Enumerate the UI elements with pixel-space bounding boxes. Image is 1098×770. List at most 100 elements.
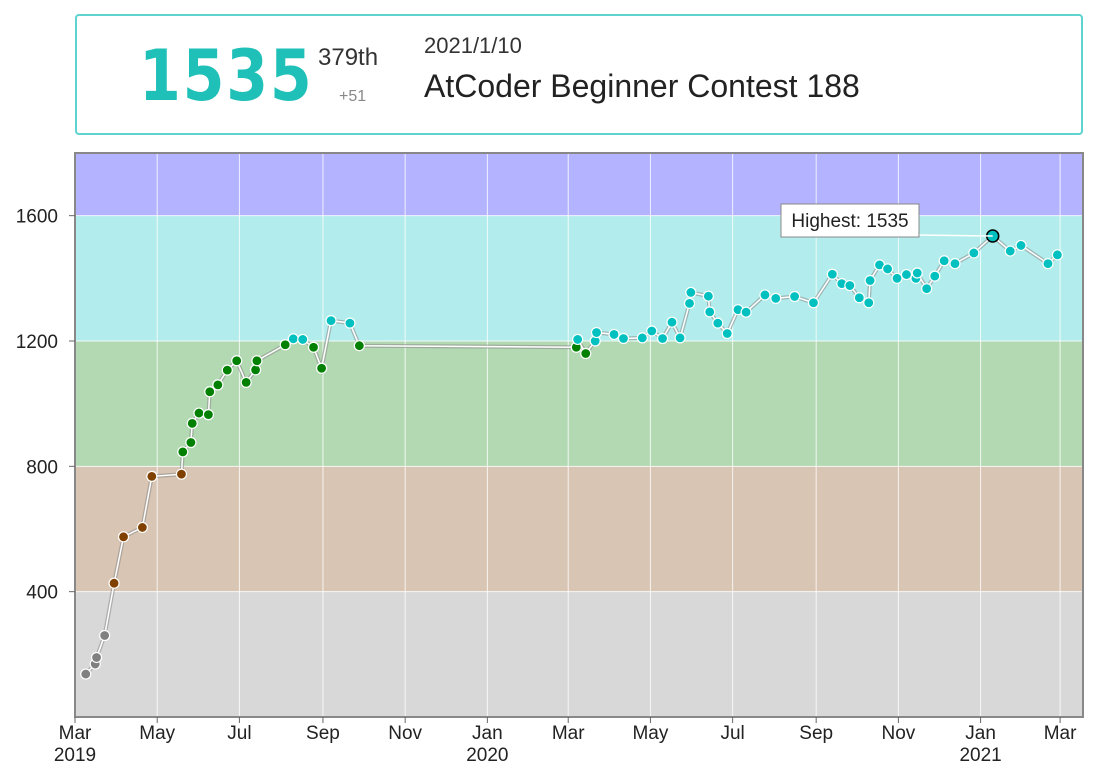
rating-point (108, 577, 120, 589)
rating-point (646, 325, 658, 337)
x-tick-label: Jan (472, 723, 503, 744)
x-tick-year: 2019 (54, 745, 96, 766)
rating-point (204, 386, 216, 398)
rating-diff: +51 (339, 88, 367, 105)
rating-point (117, 531, 130, 543)
y-tick-label: 400 (26, 583, 58, 604)
rating-point (704, 306, 716, 318)
x-tick-label: Mar (1044, 723, 1077, 744)
rating-point (759, 289, 771, 301)
rating-band-1600 (75, 153, 1083, 216)
rating-point (674, 332, 686, 344)
rating-point (307, 341, 320, 353)
rating-point (177, 446, 189, 458)
rating-point (864, 274, 876, 287)
rating-point (175, 468, 188, 480)
rating-point (212, 379, 224, 391)
rating-point (297, 333, 309, 346)
rating-point (826, 268, 838, 280)
rating-point (186, 417, 198, 430)
rating-point (683, 297, 696, 309)
rating-point (702, 290, 714, 302)
rating-point (344, 317, 356, 329)
rating-point (185, 436, 197, 449)
highest-pointer (916, 234, 993, 237)
rating-point (900, 268, 913, 281)
x-tick-label: Jul (227, 723, 251, 744)
rating-point (853, 292, 865, 304)
rank-text: 379th (318, 44, 379, 71)
rating-bands (75, 153, 1083, 717)
x-tick-label: Jul (720, 723, 744, 744)
rating-point (968, 247, 980, 259)
rating-point (287, 333, 299, 345)
y-axis: 400 800 1200 1600 (16, 207, 75, 604)
rating-point (99, 629, 111, 642)
rating-point (580, 347, 592, 360)
rating-point (789, 290, 801, 303)
rating-point (891, 272, 903, 284)
rating-point (938, 255, 950, 267)
rating-point (572, 333, 584, 346)
x-tick-label: Sep (799, 723, 833, 744)
rating-point (770, 292, 782, 304)
rating-point (136, 521, 148, 534)
rating-point (353, 340, 365, 352)
rating-point (193, 407, 205, 419)
contest-status-card: 1535 379th +51 2021/1/10 AtCoder Beginne… (75, 14, 1083, 135)
rating-point (231, 355, 243, 367)
rating-point (251, 355, 263, 367)
rating-point (911, 267, 923, 279)
rating-band-800 (75, 341, 1083, 467)
rating-point (1051, 249, 1063, 261)
rating-points (80, 229, 1063, 680)
rating-value: 1535 (139, 35, 314, 117)
rating-point (807, 297, 820, 309)
rating-point (279, 339, 291, 351)
rating-point (949, 258, 961, 270)
rating-point (740, 306, 752, 318)
rating-point (316, 362, 328, 374)
rating-point (656, 332, 669, 345)
rating-point (666, 316, 678, 328)
highest-annotation: Highest: 1535 (780, 203, 993, 238)
contest-date: 2021/1/10 (424, 33, 522, 58)
rating-point (240, 376, 252, 388)
highest-label-box (780, 203, 920, 238)
rating-point (1004, 245, 1016, 257)
x-tick-label: Sep (306, 723, 340, 744)
rating-point (90, 651, 103, 664)
rating-point (221, 364, 233, 376)
highest-label: Highest: 1535 (791, 211, 908, 232)
rating-point (80, 668, 92, 680)
rating-point (249, 364, 262, 376)
rating-band-400 (75, 466, 1083, 592)
rating-point (146, 470, 158, 482)
rating-point (325, 315, 337, 327)
x-tick-label: Mar (552, 723, 585, 744)
rating-point (881, 263, 894, 275)
rating-point (617, 332, 630, 345)
rating-point (1015, 239, 1027, 252)
rating-point (721, 327, 733, 340)
rating-point (636, 332, 648, 344)
rating-point (685, 286, 697, 299)
x-tick-label: May (139, 723, 175, 744)
contest-name: AtCoder Beginner Contest 188 (424, 68, 860, 104)
rating-point (590, 326, 603, 339)
rating-point (712, 317, 724, 329)
x-tick-label: Mar (59, 723, 92, 744)
y-tick-label: 800 (26, 457, 58, 478)
y-tick-label: 1200 (16, 332, 58, 353)
x-tick-label: Nov (388, 723, 422, 744)
rating-point (608, 328, 620, 341)
rating-point (863, 297, 875, 309)
x-tick-label: May (632, 723, 668, 744)
rating-point (929, 270, 941, 282)
x-tick-label: Jan (965, 723, 996, 744)
x-tick-year: 2020 (466, 745, 508, 766)
rating-point (921, 283, 933, 295)
rating-band-0 (75, 591, 1083, 717)
